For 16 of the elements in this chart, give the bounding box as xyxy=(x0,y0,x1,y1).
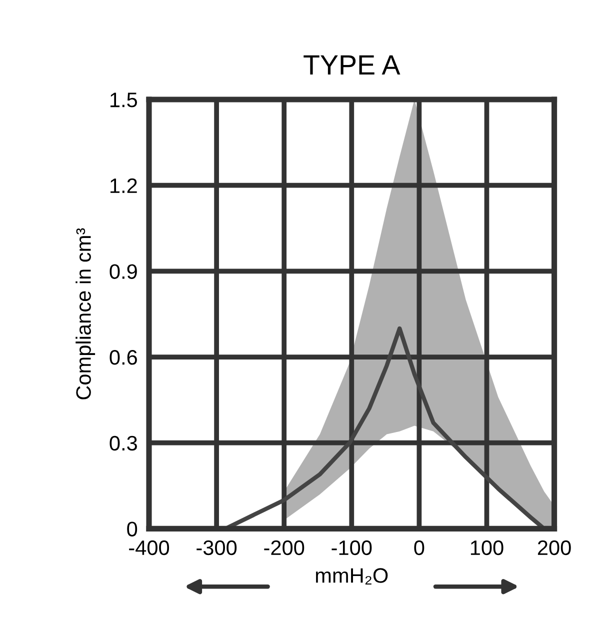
x-tick-label: -300 xyxy=(196,540,237,556)
y-axis-title: Compliance in cm³ xyxy=(76,228,96,400)
chart-title: TYPE A xyxy=(304,55,400,75)
x-tick-label: 0 xyxy=(414,540,424,556)
x-tick-label: 200 xyxy=(538,540,571,556)
x-axis-title: mmH₂O xyxy=(316,568,388,584)
y-tick-label: 0.6 xyxy=(110,350,137,365)
y-tick-label: 0.3 xyxy=(110,436,137,451)
y-tick-label: 0 xyxy=(127,522,138,536)
y-tick-label: 1.2 xyxy=(110,178,137,193)
y-tick-label: 1.5 xyxy=(110,92,138,108)
y-tick-label: 0.9 xyxy=(110,264,137,279)
x-tick-label: 100 xyxy=(470,540,504,556)
x-tick-label: -400 xyxy=(129,540,170,556)
x-tick-label: -100 xyxy=(332,540,372,556)
x-tick-label: -200 xyxy=(264,540,304,556)
